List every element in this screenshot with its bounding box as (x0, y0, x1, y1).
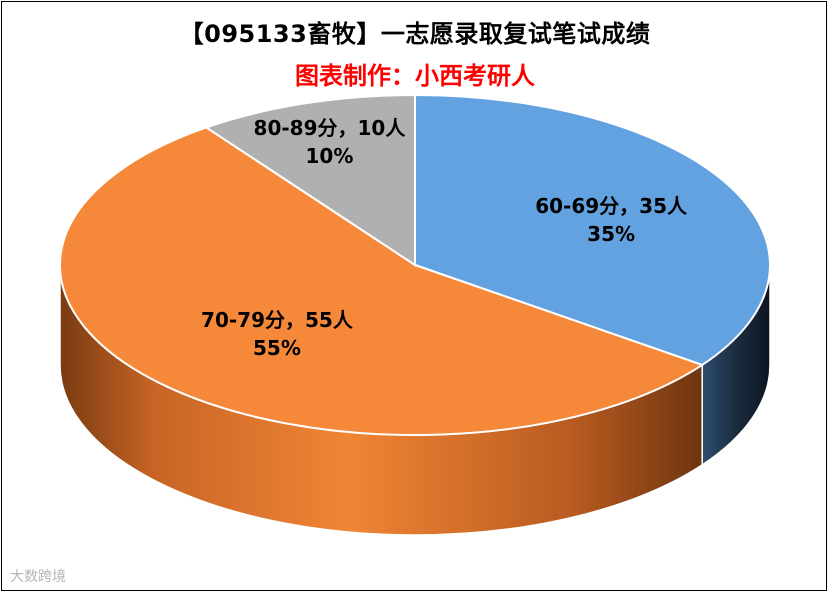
data-label-60-69分: 60-69分，35人 (535, 194, 688, 218)
data-percent-80-89分: 10% (305, 144, 353, 168)
pie-labels: 60-69分，35人 35% 70-79分，55人 55% 80-89分，10人 10% (201, 116, 688, 360)
pie-slice-80-89分 (204, 93, 416, 267)
chart-title: 【095133畜牧】一志愿录取复试笔试成绩 (179, 20, 651, 48)
data-percent-70-79分: 55% (253, 336, 301, 360)
chart-subtitle: 图表制作：小西考研人 (295, 62, 535, 90)
watermark: 大数跨境 (10, 569, 66, 585)
pie-tops (59, 93, 771, 436)
data-percent-60-69分: 35% (587, 222, 635, 246)
pie-slice-70-79分 (59, 126, 705, 436)
data-label-80-89分: 80-89分，10人 (254, 116, 407, 140)
pie-slice-60-69分 (414, 93, 771, 367)
data-label-70-79分: 70-79分，55人 (201, 308, 354, 332)
